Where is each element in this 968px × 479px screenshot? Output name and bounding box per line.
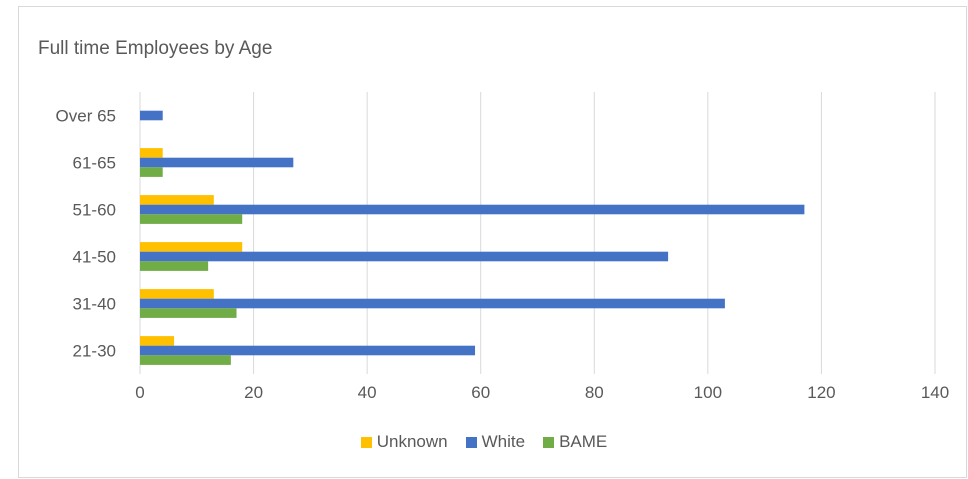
gridlines: [139, 92, 936, 374]
legend-item-bame: BAME: [543, 432, 607, 452]
x-tick-label: 100: [694, 383, 722, 402]
category-label: 21-30: [73, 342, 116, 361]
x-tick-label: 60: [471, 383, 490, 402]
bar-unknown-31-40: [140, 289, 214, 299]
bars: [140, 110, 805, 365]
bar-unknown-61-65: [140, 148, 163, 158]
x-tick-label: 80: [585, 383, 604, 402]
legend-swatch: [543, 436, 555, 448]
category-label: 31-40: [73, 295, 116, 314]
x-tick-label: 40: [358, 383, 377, 402]
x-tick-label: 140: [921, 383, 949, 402]
legend-swatch: [360, 436, 372, 448]
bar-white-21-30: [140, 345, 476, 356]
bar-bame-61-65: [140, 167, 163, 177]
bar-bame-21-30: [140, 355, 231, 365]
x-tick-label: 20: [244, 383, 263, 402]
x-tick-label: 120: [807, 383, 835, 402]
bar-unknown-21-30: [140, 336, 175, 346]
legend-swatch: [465, 436, 477, 448]
bar-white-41-50: [140, 251, 669, 262]
bar-bame-41-50: [140, 261, 209, 271]
bar-white-31-40: [140, 298, 725, 309]
legend-label: White: [481, 432, 526, 451]
bar-white-61-65: [140, 157, 294, 168]
legend-item-unknown: Unknown: [360, 432, 448, 452]
bar-bame-31-40: [140, 308, 237, 318]
chart-area: [18, 6, 967, 478]
legend-item-white: White: [465, 432, 526, 452]
x-axis-ticks: 0 20 40 60 80 100 120 140: [135, 383, 949, 402]
category-label: 51-60: [73, 201, 116, 220]
chart-title: Full time Employees by Age: [38, 38, 273, 59]
legend-label: Unknown: [376, 432, 448, 451]
legend-label: BAME: [559, 432, 608, 451]
category-label: 61-65: [73, 154, 116, 173]
bar-white-51-60: [140, 204, 805, 215]
category-label: Over 65: [56, 107, 116, 126]
bar-bame-51-60: [140, 214, 243, 224]
legend: Unknown White BAME: [0, 432, 968, 452]
bar-unknown-41-50: [140, 242, 243, 252]
category-label: 41-50: [73, 248, 116, 267]
y-axis-categories: 21-30 31-40 41-50 51-60 61-65 Over 65: [56, 107, 116, 361]
bar-white-over-65: [140, 110, 163, 121]
bar-unknown-51-60: [140, 195, 214, 205]
x-tick-label: 0: [135, 383, 144, 402]
